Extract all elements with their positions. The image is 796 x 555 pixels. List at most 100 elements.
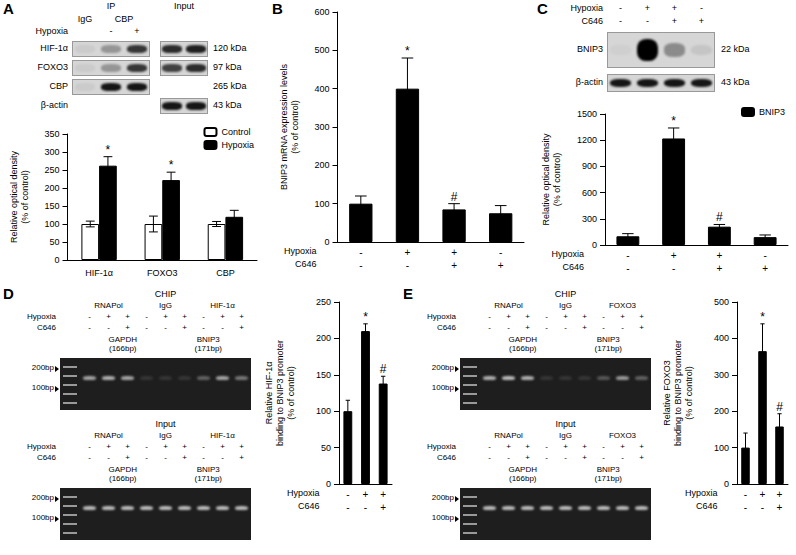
svg-text:Relative FOXO3: Relative FOXO3	[662, 360, 672, 426]
svg-text:(% of control): (% of control)	[20, 170, 30, 224]
svg-text:#: #	[716, 210, 723, 224]
html-text:GAPDH (166bp): GAPDH (166bp)	[108, 465, 137, 483]
svg-text:150: 150	[44, 201, 59, 211]
html-text:Hypoxia: Hypoxia	[570, 3, 603, 13]
html-text:Input: Input	[555, 419, 576, 429]
svg-text:900: 900	[582, 161, 597, 171]
html-text:C646: C646	[581, 16, 603, 26]
html-text:IP: IP	[106, 1, 116, 11]
html-text:265 kDa: 265 kDa	[213, 81, 247, 91]
html-text:C: C	[537, 0, 548, 17]
svg-text:*: *	[106, 143, 111, 157]
html-text:D: D	[3, 285, 14, 302]
html-text:E: E	[403, 285, 413, 302]
svg-text:(% of control): (% of control)	[286, 366, 296, 420]
html-text:Input: Input	[174, 1, 194, 11]
svg-text:0: 0	[54, 255, 59, 265]
html-text:43 kDa: 43 kDa	[213, 100, 242, 110]
svg-text:100: 100	[714, 443, 729, 453]
svg-text:1200: 1200	[577, 135, 597, 145]
svg-text:FOXO3: FOXO3	[147, 268, 178, 278]
svg-text:(% of control): (% of control)	[552, 153, 562, 207]
svg-text:BNIP3 mRNA expression levels: BNIP3 mRNA expression levels	[279, 63, 289, 190]
svg-text:500: 500	[714, 297, 729, 307]
svg-text:300: 300	[44, 147, 59, 157]
svg-text:200: 200	[314, 160, 329, 170]
svg-text:(% of control): (% of control)	[290, 100, 300, 154]
html-text:BNIP3 (171bp): BNIP3 (171bp)	[194, 465, 222, 483]
svg-text:Relative HIF-1α: Relative HIF-1α	[264, 362, 274, 425]
svg-text:Relative optical density: Relative optical density	[541, 133, 551, 226]
svg-text:0: 0	[326, 479, 331, 489]
html-text:GAPDH (166bp): GAPDH (166bp)	[108, 335, 137, 353]
svg-text:400: 400	[314, 84, 329, 94]
svg-text:(% of control): (% of control)	[684, 366, 694, 420]
html-text:HIF-1α: HIF-1α	[40, 43, 68, 53]
html-text:CHIP: CHIP	[154, 289, 177, 299]
svg-text:500: 500	[314, 45, 329, 55]
html-text:β-actin: β-actin	[575, 77, 603, 87]
svg-text:600: 600	[582, 188, 597, 198]
html-text:C646: C646	[295, 259, 317, 269]
svg-text:150: 150	[316, 370, 331, 380]
svg-text:*: *	[405, 44, 410, 58]
html-text:120 kDa: 120 kDa	[213, 43, 247, 53]
svg-text:200: 200	[714, 406, 729, 416]
html-text:CBP: CBP	[114, 14, 134, 24]
svg-text:HIF-1α: HIF-1α	[85, 268, 113, 278]
svg-text:BNIP3: BNIP3	[759, 107, 785, 117]
svg-text:0: 0	[324, 237, 329, 247]
svg-text:#: #	[776, 400, 783, 414]
svg-text:#: #	[451, 190, 458, 204]
html-text:BNIP3 (171bp): BNIP3 (171bp)	[594, 335, 622, 353]
svg-text:50: 50	[49, 237, 59, 247]
html-text:B: B	[272, 0, 283, 17]
svg-text:*: *	[363, 310, 368, 324]
svg-text:100: 100	[314, 199, 329, 209]
svg-text:*: *	[169, 158, 174, 172]
html-text:BNIP3 (171bp): BNIP3 (171bp)	[594, 465, 622, 483]
svg-text:*: *	[760, 310, 765, 324]
svg-text:250: 250	[316, 297, 331, 307]
html-text:43 kDa: 43 kDa	[721, 77, 750, 87]
svg-text:Control: Control	[221, 127, 250, 137]
html-text:CBP: CBP	[49, 81, 68, 91]
svg-text:100: 100	[44, 219, 59, 229]
html-text:97 kDa: 97 kDa	[213, 62, 242, 72]
html-text:CHIP: CHIP	[554, 289, 577, 299]
svg-text:250: 250	[44, 165, 59, 175]
svg-text:*: *	[671, 114, 676, 128]
html-text:A: A	[3, 0, 14, 17]
svg-text:Relative optical density: Relative optical density	[9, 150, 19, 243]
html-text:22 kDa: 22 kDa	[721, 44, 750, 54]
html-text:GAPDH (166bp): GAPDH (166bp)	[508, 465, 537, 483]
svg-text:binding to BNIP3 promoter: binding to BNIP3 promoter	[275, 340, 285, 446]
svg-text:1500: 1500	[577, 109, 597, 119]
html-text:IgG: IgG	[77, 14, 93, 24]
html-text:Hypoxia: Hypoxia	[284, 246, 317, 256]
svg-text:350: 350	[44, 129, 59, 139]
html-text:BNIP3 (171bp): BNIP3 (171bp)	[194, 335, 222, 353]
svg-text:0: 0	[592, 240, 597, 250]
svg-text:Hypoxia: Hypoxia	[221, 140, 254, 150]
svg-text:CBP: CBP	[216, 268, 235, 278]
html-text:FOXO3: FOXO3	[37, 62, 68, 72]
html-text:β-actin: β-actin	[40, 100, 68, 110]
svg-text:300: 300	[314, 122, 329, 132]
html-text:Hypoxia: Hypoxia	[35, 26, 68, 36]
svg-text:600: 600	[314, 7, 329, 17]
html-text:Input: Input	[155, 419, 176, 429]
svg-text:50: 50	[321, 443, 331, 453]
svg-text:300: 300	[582, 214, 597, 224]
svg-text:#: #	[380, 362, 387, 376]
html-text:BNIP3: BNIP3	[577, 44, 603, 54]
svg-text:300: 300	[714, 370, 729, 380]
svg-text:0: 0	[724, 479, 729, 489]
html-text:Hypoxia: Hypoxia	[551, 249, 584, 259]
svg-text:100: 100	[316, 406, 331, 416]
svg-text:200: 200	[316, 333, 331, 343]
svg-text:binding to BNIP3 promoter: binding to BNIP3 promoter	[673, 340, 683, 446]
svg-text:400: 400	[714, 333, 729, 343]
svg-text:200: 200	[44, 183, 59, 193]
html-text:GAPDH (166bp): GAPDH (166bp)	[508, 335, 537, 353]
